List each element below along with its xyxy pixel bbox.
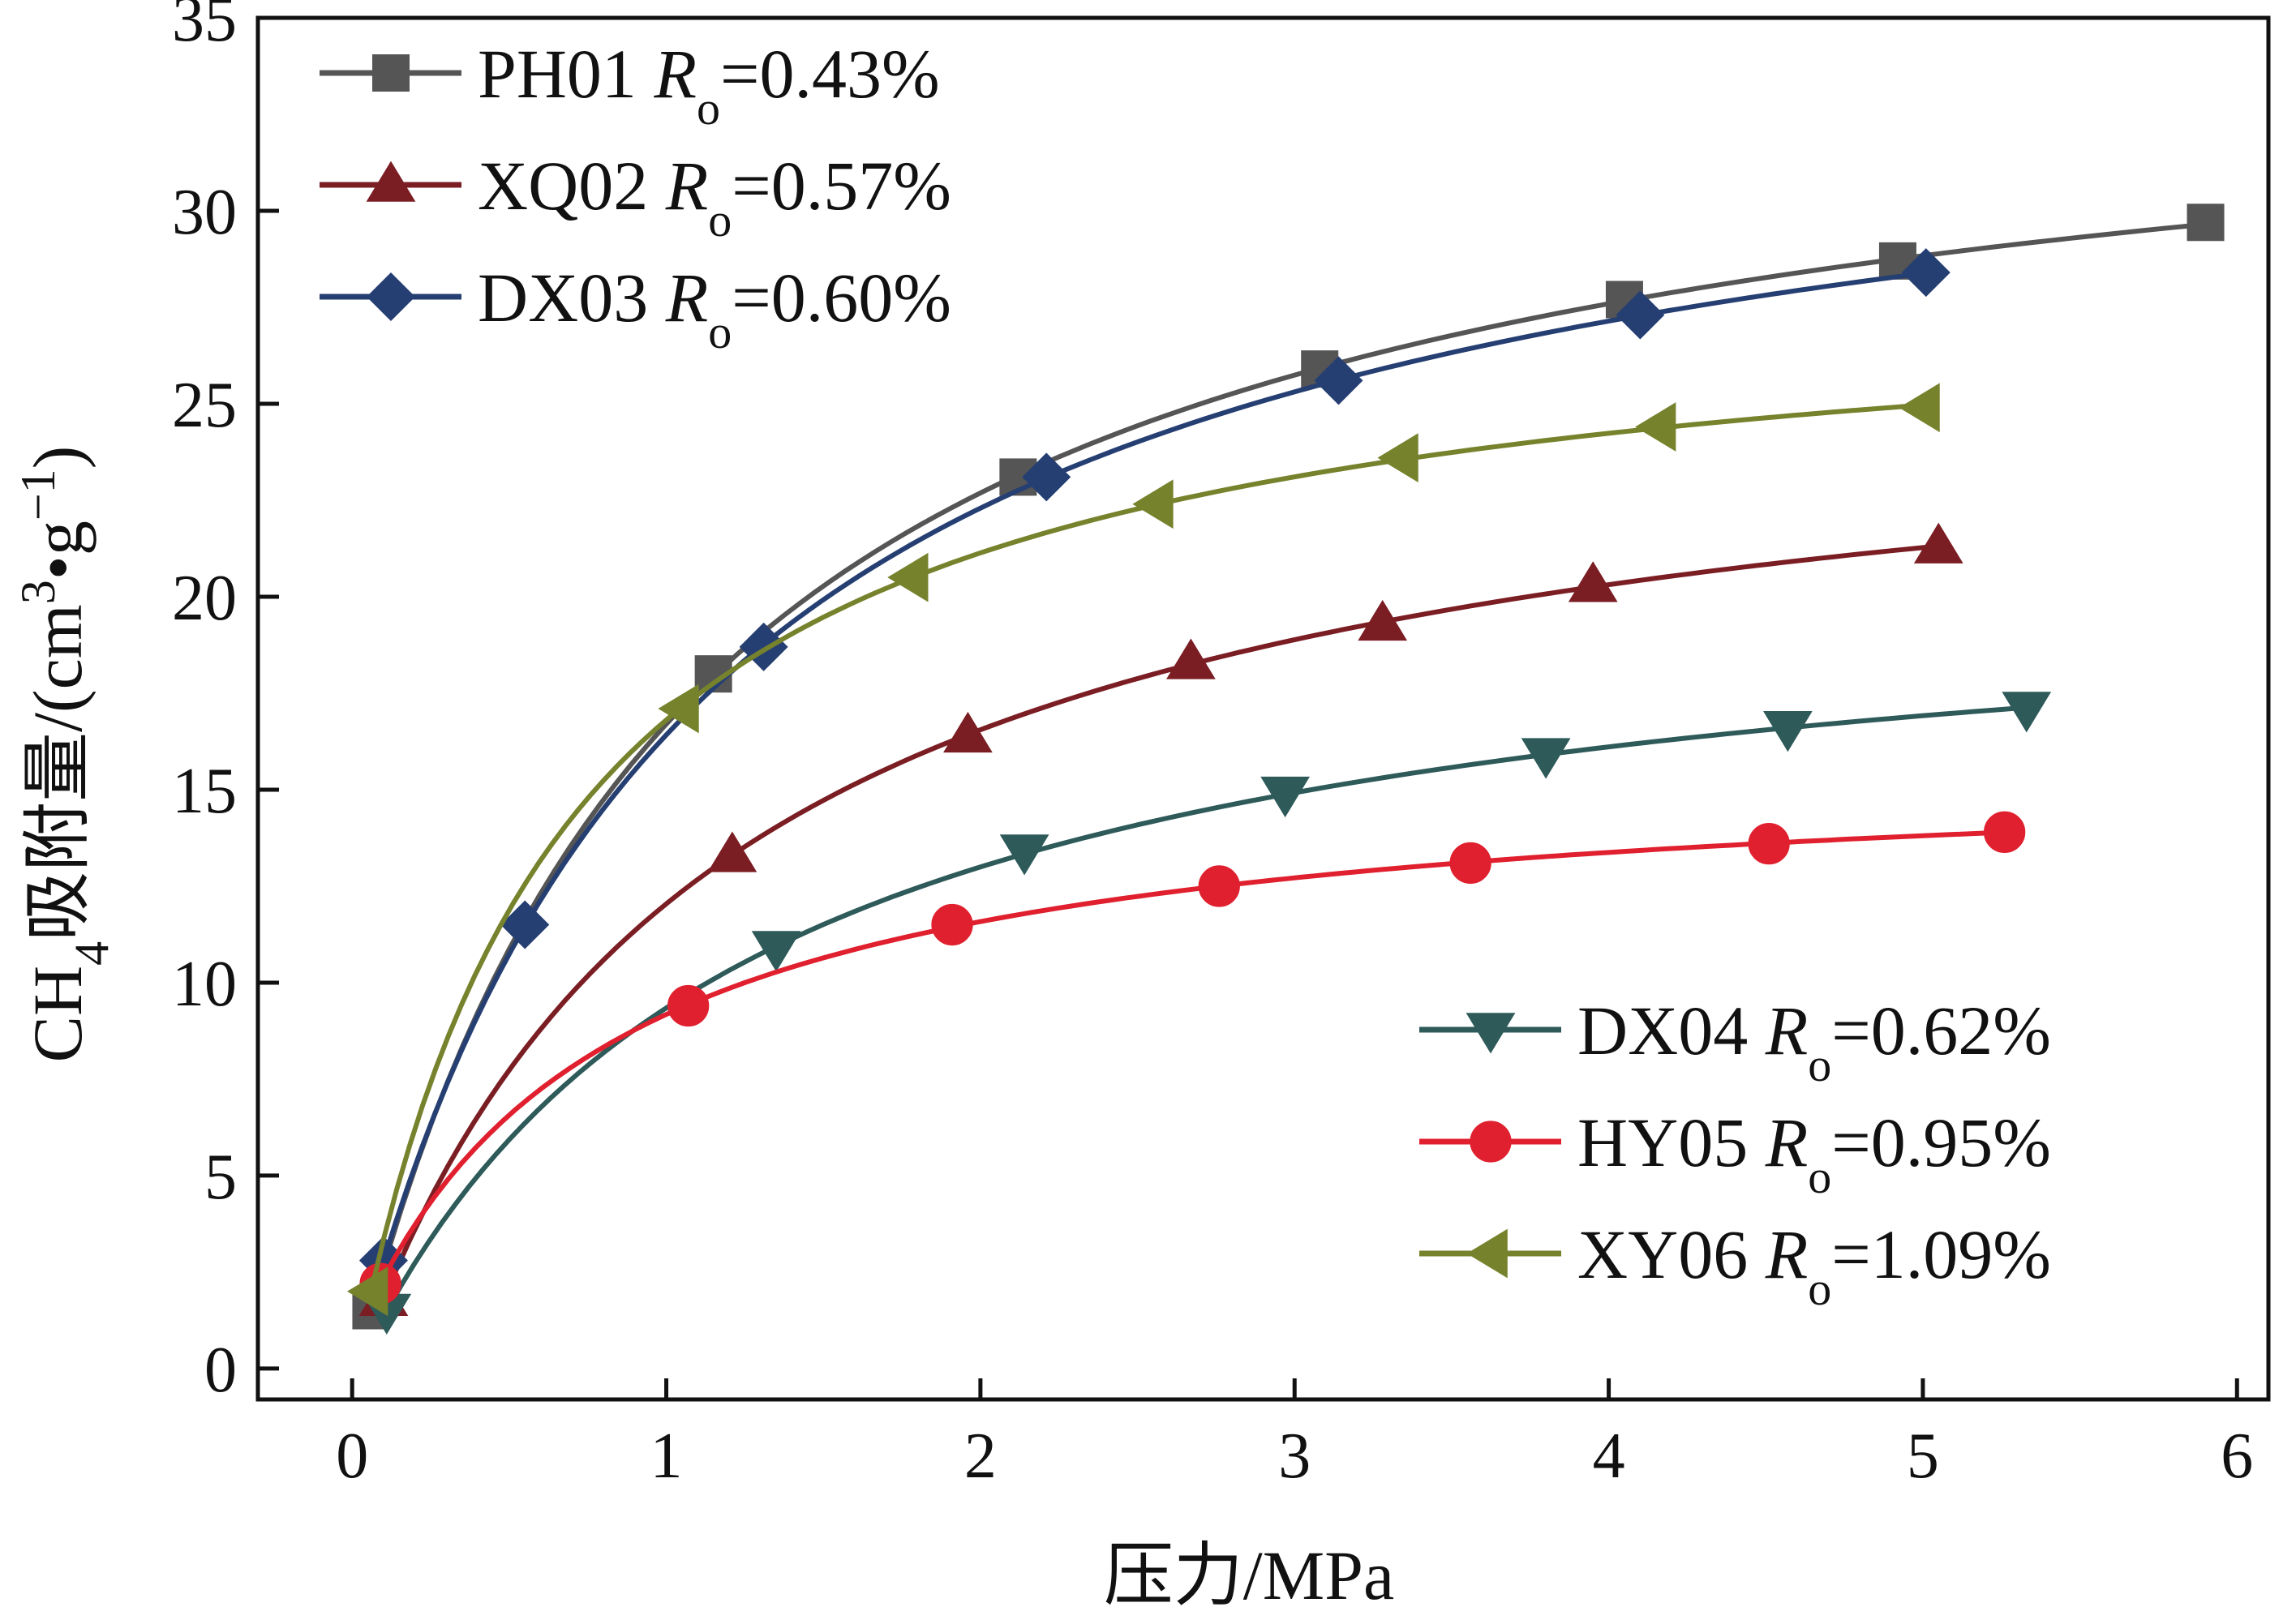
y-tick-label: 5	[204, 1142, 237, 1213]
data-point	[1377, 433, 1418, 482]
legend-marker	[372, 54, 410, 92]
legend-marker	[1466, 1013, 1516, 1054]
y-tick-label: 20	[172, 563, 237, 634]
legend-label: DX03 Ro=0.60%	[478, 259, 951, 358]
data-point	[1358, 599, 1408, 641]
data-point	[500, 900, 550, 949]
y-axis-title: CH4吸附量/(cm3•g−1)	[11, 446, 118, 1063]
data-point	[347, 1266, 388, 1317]
x-tick-label: 3	[1278, 1421, 1311, 1492]
data-point	[1635, 402, 1676, 452]
data-point	[1762, 710, 1813, 752]
y-tick-label: 15	[172, 756, 237, 827]
data-point	[1899, 383, 1940, 433]
legend-item-DX03: DX03 Ro=0.60%	[320, 259, 951, 358]
data-point	[1022, 452, 1071, 502]
data-point	[667, 984, 710, 1027]
legend-marker	[1466, 1228, 1508, 1279]
legend-item-DX04: DX04 Ro=0.62%	[1419, 992, 2051, 1091]
legend-label: XY06 Ro=1.09%	[1577, 1215, 2051, 1315]
data-point	[931, 903, 973, 946]
data-point	[1260, 776, 1310, 818]
legend: PH01 Ro=0.43% XQ02 Ro=0.57% DX03 Ro=0.60% D…	[320, 35, 2051, 1315]
x-tick-label: 6	[2221, 1421, 2253, 1492]
series-line	[381, 270, 1927, 1262]
x-tick-label: 0	[336, 1421, 368, 1492]
legend-marker	[366, 161, 416, 202]
data-point	[1521, 738, 1571, 779]
y-tick-label: 30	[172, 177, 237, 248]
data-point	[943, 711, 993, 753]
axes	[255, 15, 2271, 1402]
series-line	[384, 705, 2027, 1312]
series-DX04	[362, 692, 2052, 1335]
legend-item-XQ02: XQ02 Ro=0.57%	[320, 147, 951, 246]
data-point	[2002, 692, 2052, 733]
x-tick-label: 1	[650, 1421, 683, 1492]
data-point	[1748, 822, 1790, 865]
legend-item-PH01: PH01 Ro=0.43%	[320, 35, 940, 135]
legend-item-XY06: XY06 Ro=1.09%	[1419, 1215, 2051, 1315]
x-axis-title: 压力/MPa	[1104, 1536, 1394, 1607]
series-layer	[347, 204, 2225, 1335]
data-point	[751, 931, 801, 972]
data-point	[1132, 479, 1174, 529]
plot-frame	[255, 15, 2271, 1402]
x-tick-label: 2	[964, 1421, 997, 1492]
data-point	[1901, 248, 1951, 298]
data-point	[1616, 290, 1665, 340]
data-point	[1449, 842, 1491, 885]
legend-label: DX04 Ro=0.62%	[1577, 992, 2051, 1091]
data-point	[1913, 522, 1963, 564]
data-point	[1166, 638, 1216, 679]
data-point	[1314, 356, 1363, 405]
legend-label: XQ02 Ro=0.57%	[478, 147, 951, 246]
legend-item-HY05: HY05 Ro=0.95%	[1419, 1103, 2051, 1203]
legend-label: PH01 Ro=0.43%	[478, 35, 940, 135]
series-line	[381, 543, 1939, 1301]
data-point	[1198, 865, 1240, 907]
data-point	[2187, 204, 2225, 242]
y-tick-label: 35	[172, 0, 237, 55]
x-tick-label: 4	[1593, 1421, 1625, 1492]
data-point	[887, 552, 929, 602]
series-XY06	[347, 383, 1940, 1317]
legend-label: HY05 Ro=0.95%	[1577, 1103, 2051, 1203]
series-HY05	[359, 811, 2026, 1305]
series-XQ02	[358, 522, 1963, 1317]
y-tick-label: 10	[172, 949, 237, 1020]
data-point	[707, 831, 757, 872]
x-tick-label: 5	[1907, 1421, 1939, 1492]
legend-marker	[1470, 1121, 1512, 1163]
data-point	[658, 684, 699, 734]
y-tick-label: 25	[172, 370, 237, 441]
y-tick-label: 0	[204, 1335, 237, 1406]
series-line	[378, 829, 2005, 1285]
ticks: 0 1 2 3 4 5 6 0 5 10 15 20 25 30 35	[172, 0, 2253, 1492]
data-point	[1983, 811, 2026, 853]
data-point	[999, 834, 1049, 876]
data-point	[1568, 561, 1618, 602]
legend-marker	[366, 272, 416, 322]
